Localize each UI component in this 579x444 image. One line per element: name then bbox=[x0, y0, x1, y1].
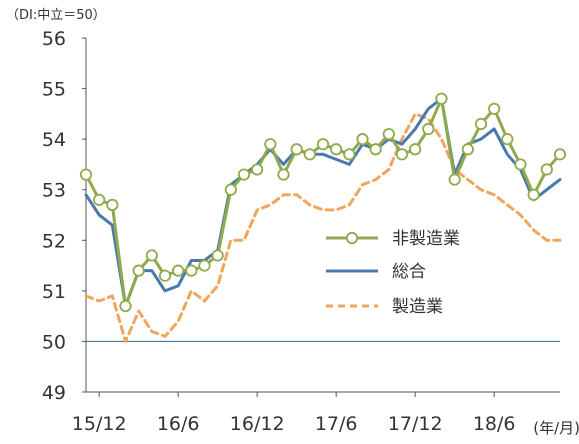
series-line-0 bbox=[84, 97, 562, 308]
series-point bbox=[330, 143, 343, 156]
series-point bbox=[514, 158, 527, 171]
series-point bbox=[501, 133, 514, 146]
y-tick-label: 53 bbox=[42, 180, 66, 202]
legend-label-1: 総合 bbox=[392, 262, 426, 282]
series-point bbox=[474, 117, 488, 131]
y-tick-label: 49 bbox=[42, 382, 66, 404]
series-point bbox=[356, 133, 369, 146]
series-point bbox=[303, 148, 316, 161]
series-point bbox=[488, 102, 501, 115]
series-point bbox=[79, 168, 93, 181]
series-point bbox=[251, 163, 264, 176]
unit-note: （DI:中立＝50） bbox=[6, 8, 106, 23]
series-point bbox=[343, 148, 356, 161]
series-point bbox=[185, 264, 198, 277]
series-point bbox=[158, 269, 172, 282]
y-tick-label: 52 bbox=[42, 230, 66, 252]
series-point bbox=[237, 168, 251, 181]
x-tick-label: 17/12 bbox=[388, 413, 443, 435]
series-point bbox=[461, 143, 474, 156]
series-point bbox=[395, 148, 409, 161]
x-tick-label: 16/12 bbox=[230, 413, 285, 435]
series-point bbox=[172, 264, 185, 277]
series-point bbox=[540, 163, 553, 176]
x-tick-label: 15/12 bbox=[72, 413, 127, 435]
series-point bbox=[553, 148, 567, 161]
series-point bbox=[93, 193, 106, 206]
series-group bbox=[79, 92, 567, 343]
x-tick-label: 18/6 bbox=[473, 413, 516, 435]
series-point bbox=[106, 198, 119, 211]
x-unit-label: (年/月) bbox=[533, 419, 579, 437]
series-point bbox=[132, 264, 145, 277]
series-point bbox=[422, 122, 435, 136]
y-tick-label: 50 bbox=[42, 331, 66, 353]
series-line-2 bbox=[84, 112, 562, 343]
series-line-1 bbox=[84, 97, 562, 308]
series-point bbox=[316, 138, 330, 151]
y-tick-label: 51 bbox=[42, 281, 66, 303]
series-point bbox=[290, 143, 303, 156]
series-point bbox=[435, 92, 448, 105]
legend-label-0: 非製造業 bbox=[392, 229, 460, 249]
series-point bbox=[382, 127, 395, 141]
series-point bbox=[527, 188, 540, 201]
series-point bbox=[409, 143, 422, 156]
series-point bbox=[198, 259, 211, 272]
x-tick-label: 17/6 bbox=[315, 413, 358, 435]
series-point bbox=[277, 168, 290, 181]
series-point bbox=[448, 173, 461, 186]
series-point bbox=[224, 183, 237, 196]
y-tick-label: 55 bbox=[42, 79, 66, 101]
series-point bbox=[211, 249, 224, 262]
legend-label-2: 製造業 bbox=[392, 297, 443, 317]
series-point bbox=[119, 299, 132, 313]
series-point bbox=[264, 138, 277, 151]
x-tick-label: 16/6 bbox=[157, 413, 200, 435]
series-point bbox=[369, 143, 382, 156]
series-point bbox=[145, 249, 158, 262]
axes: 49 50 51 52 53 54 55 56 15/12 16/6 16/12 17/6 17/12 1… bbox=[42, 28, 560, 435]
y-tick-label: 54 bbox=[42, 129, 66, 151]
y-tick-label: 56 bbox=[42, 28, 66, 50]
legend-marker bbox=[345, 231, 359, 245]
